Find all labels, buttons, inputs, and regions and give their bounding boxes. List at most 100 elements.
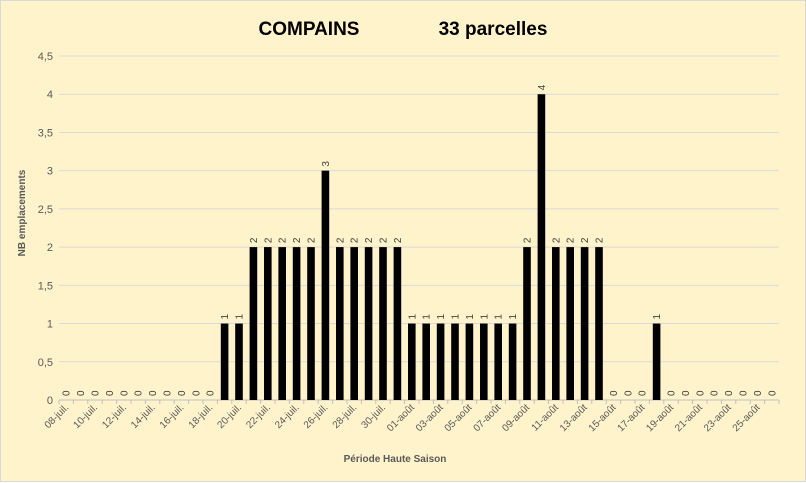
data-label: 2 <box>551 237 562 243</box>
data-label: 1 <box>465 314 476 320</box>
chart-subtitle: 33 parcelles <box>439 19 548 40</box>
data-label: 2 <box>335 237 346 243</box>
bar <box>523 247 531 400</box>
bar <box>552 247 560 400</box>
data-label: 0 <box>163 390 174 396</box>
data-label: 2 <box>307 237 318 243</box>
bar <box>508 323 517 400</box>
data-label: 0 <box>191 390 202 396</box>
data-label: 1 <box>422 314 433 320</box>
y-tick-label: 3 <box>47 166 53 178</box>
data-label: 1 <box>407 314 418 320</box>
bar <box>278 247 286 400</box>
data-label: 2 <box>278 237 289 243</box>
bar <box>451 323 459 400</box>
x-tick-label: 22-juil. <box>244 402 273 431</box>
data-label: 2 <box>364 237 375 243</box>
bar <box>292 247 301 400</box>
data-label: 0 <box>767 390 778 396</box>
bar <box>249 247 258 400</box>
data-label: 0 <box>76 390 87 396</box>
data-label: 0 <box>695 390 706 396</box>
data-label: 0 <box>62 390 73 396</box>
data-label: 0 <box>667 390 678 396</box>
bar <box>652 323 661 400</box>
data-label: 1 <box>652 314 663 320</box>
data-label: 3 <box>321 161 332 167</box>
y-tick-label: 1 <box>47 319 53 331</box>
x-tick-label: 17-août <box>616 402 648 434</box>
data-label: 0 <box>177 390 188 396</box>
data-label: 2 <box>595 237 606 243</box>
x-tick-label: 13-août <box>558 402 590 434</box>
chart-title: COMPAINS <box>259 19 360 40</box>
data-label: 2 <box>292 237 303 243</box>
data-label: 1 <box>436 314 447 320</box>
data-label: 1 <box>235 314 246 320</box>
data-label: 0 <box>91 390 102 396</box>
y-tick-label: 0 <box>47 395 53 407</box>
bar <box>408 323 416 400</box>
y-tick-label: 2,5 <box>38 204 53 216</box>
x-tick-label: 15-août <box>587 402 619 434</box>
data-label: 0 <box>609 390 620 396</box>
x-tick-label: 12-juil. <box>100 402 129 431</box>
bar <box>436 323 445 400</box>
data-label: 2 <box>566 237 577 243</box>
x-axis-ticks: 08-juil. 10-juil. 12-juil. 14-juil. 16-juil.… <box>43 400 780 434</box>
data-label: 0 <box>638 390 649 396</box>
data-label: 2 <box>379 237 390 243</box>
bar <box>494 323 502 400</box>
x-tick-label: 16-juil. <box>158 402 187 431</box>
data-label: 2 <box>263 237 274 243</box>
data-label: 0 <box>623 390 634 396</box>
bar <box>595 247 603 400</box>
bar <box>393 247 402 400</box>
bar <box>537 94 546 400</box>
x-tick-label: 14-juil. <box>129 402 158 431</box>
x-tick-label: 28-juil. <box>331 402 360 431</box>
bar <box>336 247 344 400</box>
bar <box>379 247 387 400</box>
data-label: 1 <box>479 314 490 320</box>
y-tick-label: 2 <box>47 242 53 254</box>
data-label: 2 <box>393 237 404 243</box>
data-label: 4 <box>537 84 548 90</box>
bar <box>364 247 373 400</box>
y-axis-ticks: 0 0,5 1 1,5 2 2,5 3 3,5 4 4,5 <box>38 51 53 407</box>
bar <box>422 323 430 400</box>
bar <box>264 247 272 400</box>
gridlines <box>59 55 779 401</box>
data-label: 0 <box>148 390 159 396</box>
bar <box>220 323 229 400</box>
x-tick-label: 26-juil. <box>302 402 331 431</box>
x-tick-label: 20-juil. <box>216 402 245 431</box>
x-tick-label: 19-août <box>644 402 676 434</box>
data-label: 1 <box>451 314 462 320</box>
bar <box>307 247 315 400</box>
y-tick-label: 0,5 <box>38 357 53 369</box>
data-label: 2 <box>249 237 260 243</box>
x-tick-label: 25-août <box>731 402 763 434</box>
x-tick-label: 11-août <box>530 402 561 433</box>
y-tick-label: 4 <box>47 89 53 101</box>
x-tick-label: 03-août <box>414 402 446 434</box>
bar <box>321 170 330 400</box>
data-label: 0 <box>681 390 692 396</box>
data-label: 0 <box>119 390 130 396</box>
x-tick-label: 05-août <box>443 402 475 434</box>
x-tick-label: 07-août <box>472 402 504 434</box>
x-tick-label: 23-août <box>702 402 734 434</box>
bar <box>235 323 243 400</box>
data-label: 2 <box>350 237 361 243</box>
x-tick-label: 24-juil. <box>273 402 302 431</box>
y-tick-label: 4,5 <box>38 51 53 63</box>
data-label: 1 <box>494 314 505 320</box>
bar <box>480 323 488 400</box>
y-axis-title: NB emplacements <box>17 169 28 256</box>
x-tick-label: 18-juil. <box>187 402 216 431</box>
data-label: 0 <box>134 390 145 396</box>
bar <box>465 323 474 400</box>
